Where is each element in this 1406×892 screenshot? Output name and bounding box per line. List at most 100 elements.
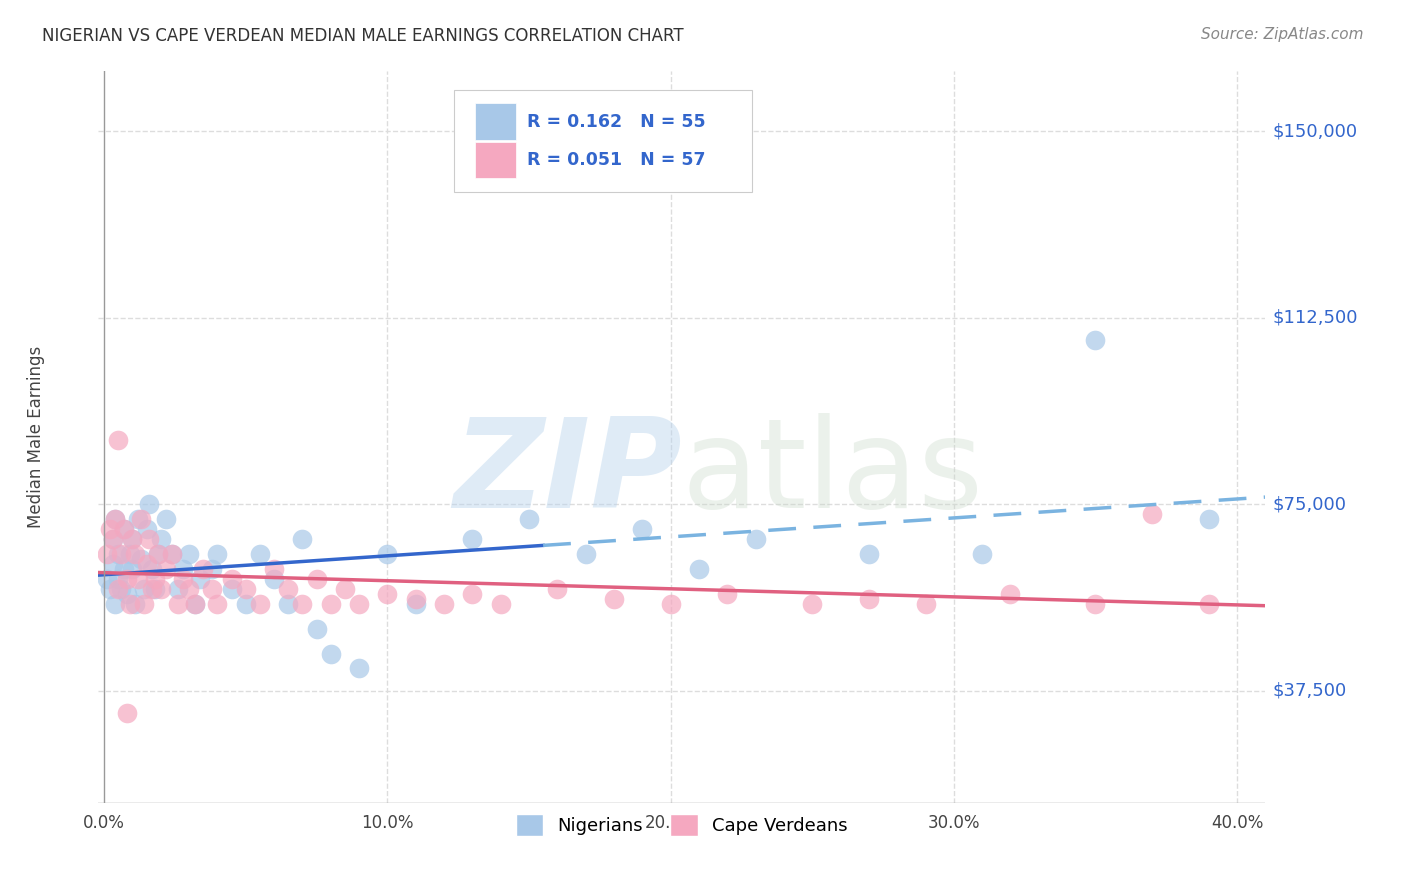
Point <box>517 512 540 526</box>
Point <box>1198 512 1220 526</box>
Point <box>132 597 155 611</box>
Point <box>249 547 271 561</box>
Point <box>546 582 568 596</box>
Point <box>166 582 188 596</box>
Point <box>744 532 766 546</box>
Point <box>104 597 127 611</box>
Point <box>172 562 194 576</box>
Point <box>461 587 484 601</box>
Point <box>347 597 370 611</box>
Point <box>291 597 314 611</box>
Point <box>138 497 160 511</box>
Point <box>115 572 138 586</box>
Point <box>104 512 127 526</box>
Point <box>141 562 163 576</box>
Point <box>1000 587 1022 601</box>
Point <box>183 597 205 611</box>
Point <box>129 512 152 526</box>
Point <box>101 532 124 546</box>
Text: 10.0%: 10.0% <box>361 814 413 832</box>
Point <box>143 572 166 586</box>
Point <box>177 547 200 561</box>
Point <box>98 582 121 596</box>
Point <box>235 582 257 596</box>
Point <box>190 572 212 586</box>
Point <box>207 597 229 611</box>
Point <box>716 587 738 601</box>
Point <box>141 582 163 596</box>
Point <box>207 547 229 561</box>
Point <box>858 591 880 606</box>
Point <box>155 562 177 576</box>
Point <box>118 597 141 611</box>
Point <box>129 552 152 566</box>
Point <box>193 562 215 576</box>
Point <box>972 547 994 561</box>
Point <box>146 547 169 561</box>
Point <box>112 562 135 576</box>
Point <box>801 597 824 611</box>
Text: atlas: atlas <box>682 413 984 534</box>
Point <box>1198 597 1220 611</box>
Point <box>659 597 682 611</box>
Point <box>375 547 398 561</box>
Point <box>858 547 880 561</box>
Text: R = 0.051   N = 57: R = 0.051 N = 57 <box>527 151 706 169</box>
Point <box>347 661 370 675</box>
Point <box>1140 507 1163 521</box>
Point <box>149 532 172 546</box>
Point <box>177 582 200 596</box>
Point <box>98 522 121 536</box>
Point <box>101 557 124 571</box>
Point <box>433 597 456 611</box>
Point <box>1084 333 1107 347</box>
Point <box>333 582 356 596</box>
Point <box>461 532 484 546</box>
Point <box>263 562 285 576</box>
Text: ZIP: ZIP <box>453 413 682 534</box>
Point <box>201 582 224 596</box>
FancyBboxPatch shape <box>454 90 752 192</box>
Text: Source: ZipAtlas.com: Source: ZipAtlas.com <box>1201 27 1364 42</box>
Text: $112,500: $112,500 <box>1272 309 1358 326</box>
Point <box>96 547 118 561</box>
Point <box>121 532 143 546</box>
Point <box>575 547 598 561</box>
Point <box>107 433 129 447</box>
Point <box>235 597 257 611</box>
Point <box>405 591 427 606</box>
Point <box>101 532 124 546</box>
Point <box>112 522 135 536</box>
Point <box>124 597 146 611</box>
Point <box>305 622 328 636</box>
Point <box>319 597 342 611</box>
Point <box>277 582 299 596</box>
Point <box>305 572 328 586</box>
Text: 20.0%: 20.0% <box>644 814 697 832</box>
Point <box>155 512 177 526</box>
Point <box>118 547 141 561</box>
Text: Median Male Earnings: Median Male Earnings <box>27 346 45 528</box>
Point <box>121 532 143 546</box>
Point <box>146 547 169 561</box>
Text: 40.0%: 40.0% <box>1211 814 1263 832</box>
Point <box>135 557 157 571</box>
Point <box>115 587 138 601</box>
Point <box>688 562 710 576</box>
Point <box>121 562 143 576</box>
Point <box>375 587 398 601</box>
Point <box>135 522 157 536</box>
Point <box>221 572 243 586</box>
Point <box>166 597 188 611</box>
Text: $75,000: $75,000 <box>1272 495 1347 513</box>
Point <box>127 572 149 586</box>
Point <box>201 562 224 576</box>
Point <box>183 597 205 611</box>
Text: $37,500: $37,500 <box>1272 681 1347 700</box>
Point <box>115 706 138 721</box>
Point <box>110 547 132 561</box>
Point <box>291 532 314 546</box>
Point <box>107 547 129 561</box>
Point <box>127 512 149 526</box>
Point <box>631 522 654 536</box>
